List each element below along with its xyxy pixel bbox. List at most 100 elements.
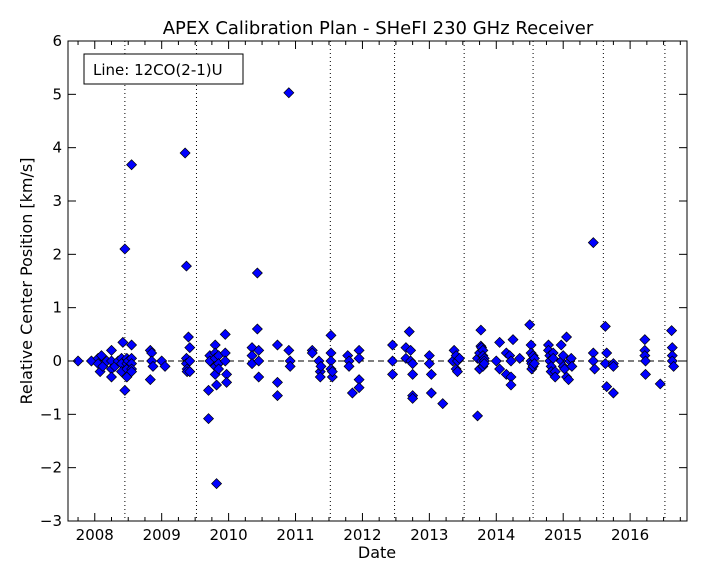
data-point	[601, 381, 613, 393]
data-point	[589, 363, 601, 375]
data-point	[219, 355, 231, 367]
data-point	[563, 374, 575, 386]
data-point	[387, 368, 399, 380]
data-point	[159, 360, 171, 372]
data-point	[283, 344, 295, 356]
x-tick-label: 2008	[76, 526, 114, 544]
data-point	[284, 360, 296, 372]
data-point	[251, 323, 263, 335]
data-point	[423, 358, 435, 370]
y-tick-label: 6	[52, 32, 62, 50]
data-point	[353, 352, 365, 364]
data-point	[407, 358, 419, 370]
data-point	[607, 360, 619, 372]
legend: Line: 12CO(2-1)U	[83, 53, 244, 85]
data-point	[453, 352, 465, 364]
data-point	[387, 355, 399, 367]
data-point	[425, 387, 437, 399]
data-point	[494, 336, 506, 348]
y-axis-title: Relative Center Position [km/s]	[17, 158, 36, 405]
data-point	[203, 384, 215, 396]
data-point	[144, 374, 156, 386]
data-point	[326, 366, 338, 378]
x-tick-label: 2013	[410, 526, 448, 544]
data-point	[549, 371, 561, 383]
data-point	[557, 350, 569, 362]
data-point	[119, 243, 131, 255]
data-point	[106, 344, 117, 356]
data-point	[561, 331, 573, 343]
data-point	[607, 387, 619, 399]
data-point	[253, 344, 265, 356]
data-point	[668, 360, 680, 372]
data-point	[405, 344, 417, 356]
data-point	[117, 336, 129, 348]
data-point	[451, 366, 463, 378]
y-tick-label: 4	[52, 139, 62, 157]
data-point	[314, 371, 326, 383]
y-tick-label: 0	[52, 352, 62, 370]
data-point	[494, 363, 506, 375]
legend-box	[83, 53, 244, 85]
x-tick-label: 2014	[477, 526, 515, 544]
data-point	[283, 87, 295, 99]
data-point	[271, 390, 283, 402]
data-point	[587, 237, 599, 249]
y-tick-label: −2	[40, 459, 62, 477]
data-point	[147, 360, 159, 372]
data-point	[514, 352, 526, 364]
data-point	[119, 384, 131, 396]
data-point	[106, 371, 117, 383]
legend-label: Line: 12CO(2-1)U	[93, 61, 223, 79]
data-point	[253, 371, 265, 383]
data-point	[599, 320, 611, 332]
axes-frame: 2008 2009 2010 2011 2012 2013 2014 2015 2016−3−2…	[40, 32, 688, 544]
data-point	[403, 326, 415, 338]
data-point	[126, 366, 138, 378]
plot-background	[68, 41, 687, 521]
data-point	[221, 376, 233, 388]
data-point	[490, 355, 502, 367]
data-point	[639, 334, 651, 346]
data-point	[184, 355, 196, 367]
data-point	[505, 379, 517, 391]
data-point	[253, 355, 265, 367]
data-point	[407, 392, 419, 404]
data-point	[251, 267, 263, 279]
x-axis-title: Date	[358, 543, 396, 562]
data-point	[666, 325, 678, 337]
data-point	[507, 334, 519, 346]
x-tick-label: 2009	[143, 526, 181, 544]
data-point	[640, 368, 652, 380]
data-point	[126, 159, 138, 171]
data-point	[306, 347, 318, 359]
data-point	[325, 329, 337, 341]
data-point	[640, 355, 652, 367]
plot-area	[68, 41, 687, 521]
data-point	[203, 413, 215, 425]
x-tick-label: 2010	[210, 526, 248, 544]
y-tick-label: −1	[40, 405, 62, 423]
x-tick-label: 2011	[276, 526, 314, 544]
x-tick-label: 2015	[544, 526, 582, 544]
data-point	[387, 339, 399, 351]
data-point	[555, 339, 567, 351]
data-point	[425, 368, 437, 380]
data-point	[437, 398, 449, 410]
data-point	[315, 360, 327, 372]
data-point	[475, 324, 487, 336]
data-point	[180, 260, 192, 272]
data-points	[72, 87, 680, 490]
data-point	[271, 376, 283, 388]
data-point	[219, 328, 231, 340]
data-point	[72, 355, 84, 367]
data-point	[184, 342, 196, 354]
y-tick-label: 1	[52, 299, 62, 317]
y-tick-label: 2	[52, 245, 62, 263]
plot-frame	[67, 40, 688, 522]
chart-title: APEX Calibration Plan - SHeFI 230 GHz Re…	[163, 18, 594, 39]
y-tick-label: 3	[52, 192, 62, 210]
data-point	[353, 382, 365, 394]
data-point	[524, 319, 536, 331]
